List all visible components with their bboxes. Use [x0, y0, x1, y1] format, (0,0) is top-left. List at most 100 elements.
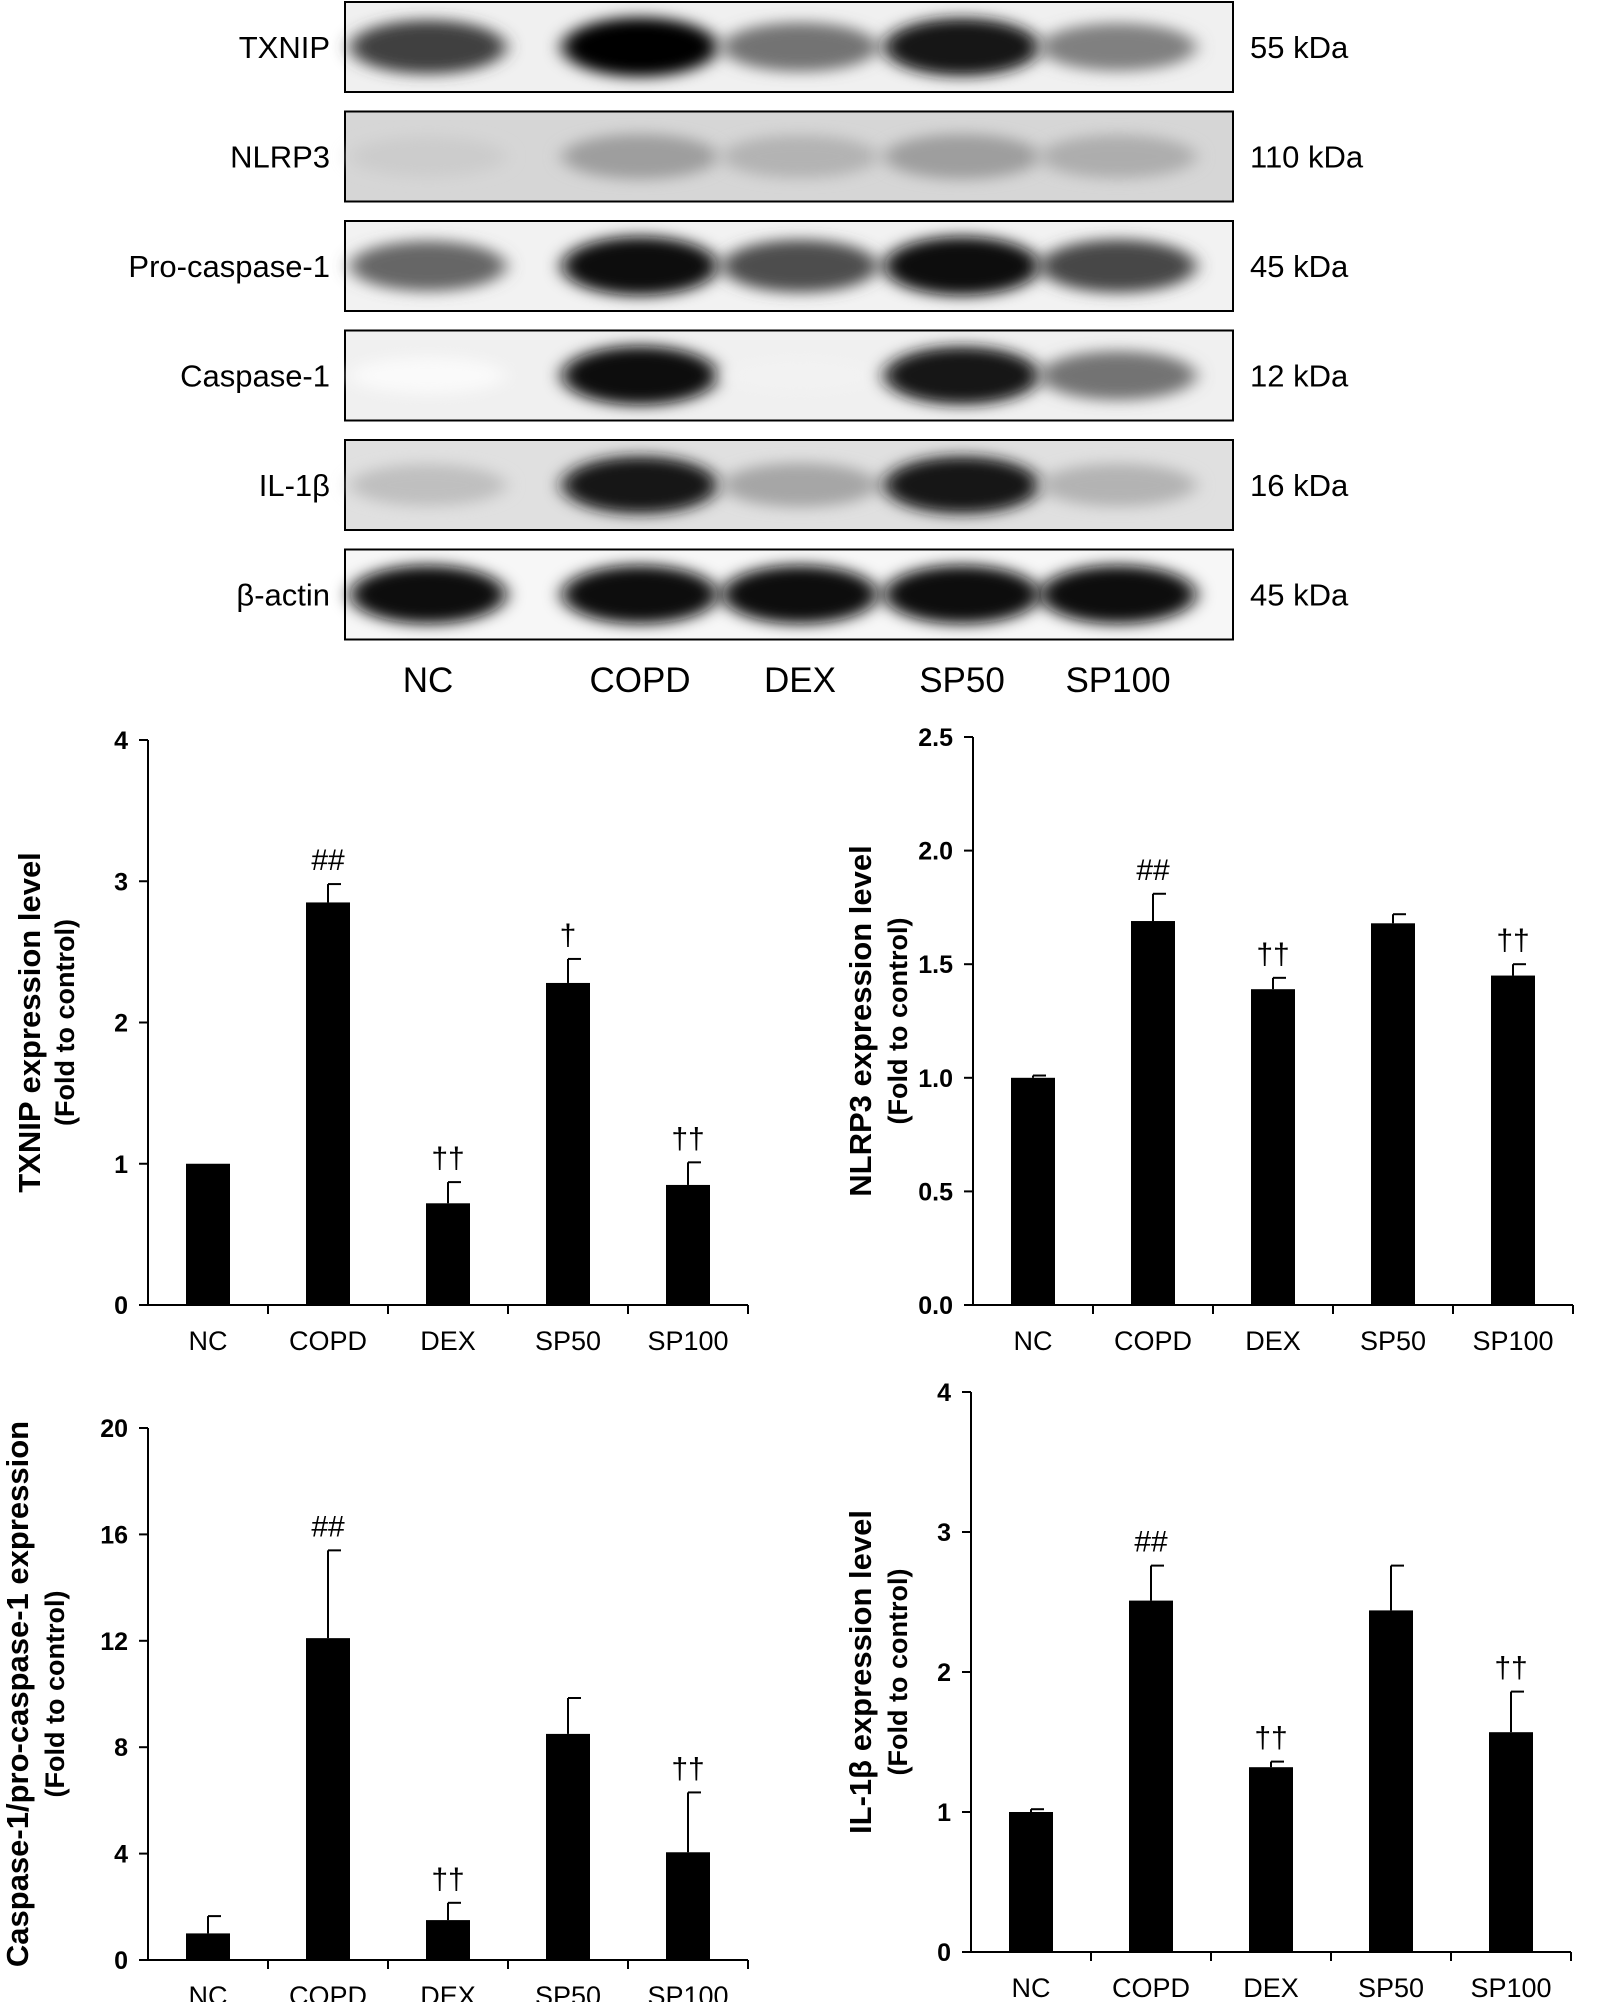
- blot-row-4: IL-1β 16 kDa: [259, 439, 1349, 531]
- significance-marker: †: [560, 919, 577, 952]
- blot-protein-label: IL-1β: [259, 468, 330, 503]
- bar-copd: [1131, 921, 1175, 1305]
- bar-copd: [1129, 1600, 1173, 1952]
- blot-row-5: β-actin 45 kDa: [236, 548, 1349, 641]
- x-tick-label: SP50: [1358, 1973, 1424, 2002]
- bar-sp100: [666, 1852, 710, 1960]
- x-tick-label: SP100: [647, 1981, 728, 2002]
- bar-dex: [426, 1920, 470, 1960]
- blot-lane-label: DEX: [764, 661, 836, 700]
- blot-band: [350, 464, 506, 506]
- blot-protein-label: Caspase-1: [180, 359, 330, 394]
- x-tick-label: NC: [1014, 1326, 1053, 1356]
- x-tick-label: COPD: [1112, 1973, 1190, 2002]
- x-tick-label: DEX: [420, 1326, 476, 1356]
- blot-band: [562, 565, 718, 624]
- blot-protein-label: NLRP3: [230, 140, 330, 175]
- western-blot-panel: TXNIP 55 kDa NLRP3 110 kDa Pro-caspase-1 45 k…: [128, 1, 1364, 700]
- y-tick-label: 2: [937, 1659, 951, 1687]
- blot-size-label: 110 kDa: [1250, 140, 1364, 175]
- y-tick-label: 3: [114, 868, 128, 896]
- y-tick-label: 0.5: [918, 1178, 953, 1206]
- x-tick-label: NC: [189, 1981, 228, 2002]
- blot-protein-label: TXNIP: [239, 30, 330, 65]
- blot-band: [1040, 350, 1196, 401]
- y-tick-label: 20: [100, 1415, 128, 1443]
- y-tick-label: 1: [937, 1799, 951, 1827]
- x-tick-label: SP100: [1470, 1973, 1551, 2002]
- blot-band: [884, 17, 1040, 77]
- il1b-bar-chart: 0 1 2 3 4 NC ## COPD †† DEX SP50 †† SP100 IL-1β expre…: [843, 1380, 1572, 2002]
- bar-dex: [1251, 989, 1295, 1305]
- blot-band: [562, 236, 718, 296]
- x-tick-label: COPD: [289, 1981, 367, 2002]
- bar-sp50: [1371, 923, 1415, 1305]
- x-tick-label: NC: [189, 1326, 228, 1356]
- bar-sp50: [546, 982, 590, 1305]
- nlrp3-bar-chart: 0.0 0.5 1.0 1.5 2.0 2.5 NC ## COPD †† DEX SP50 †† SP1…: [843, 724, 1574, 1356]
- significance-marker: ##: [1136, 854, 1170, 887]
- blot-size-label: 16 kDa: [1250, 468, 1349, 503]
- bar-nc: [1011, 1077, 1055, 1305]
- y-tick-label: 0: [114, 1292, 128, 1320]
- significance-marker: ##: [311, 844, 345, 877]
- bar-copd: [306, 902, 350, 1305]
- significance-marker: ††: [671, 1752, 704, 1785]
- y-tick-label: 2: [114, 1010, 128, 1038]
- blot-band: [722, 462, 878, 508]
- blot-band: [562, 17, 718, 77]
- y-tick-label: 1.0: [918, 1065, 953, 1093]
- blot-band: [722, 22, 878, 72]
- blot-band: [884, 565, 1040, 624]
- y-tick-label: 12: [100, 1628, 128, 1656]
- blot-band: [884, 456, 1040, 514]
- blot-band: [350, 20, 506, 74]
- bar-dex: [1249, 1767, 1293, 1952]
- blot-band: [350, 240, 506, 292]
- y-axis-label: TXNIP expression level: [12, 852, 47, 1193]
- x-tick-label: SP100: [1472, 1326, 1553, 1356]
- blot-band: [722, 239, 878, 293]
- bar-dex: [426, 1203, 470, 1305]
- x-tick-label: SP100: [647, 1326, 728, 1356]
- y-tick-label: 4: [114, 1841, 128, 1869]
- blot-size-label: 45 kDa: [1250, 249, 1349, 284]
- txnip-bar-chart: 0 1 2 3 4 NC ## COPD †† DEX † SP50 †† SP100 TXNIP expr…: [12, 727, 749, 1356]
- bar-nc: [1009, 1812, 1053, 1952]
- bar-sp100: [666, 1184, 710, 1305]
- bar-sp50: [546, 1733, 590, 1960]
- blot-row-3: Caspase-1 12 kDa: [180, 329, 1349, 422]
- blot-lane-label: COPD: [589, 661, 690, 700]
- bar-sp50: [1369, 1610, 1413, 1952]
- x-tick-label: COPD: [1114, 1326, 1192, 1356]
- blot-lane-label: SP100: [1065, 661, 1170, 700]
- blot-band: [562, 456, 718, 514]
- blot-row-2: Pro-caspase-1 45 kDa: [128, 220, 1349, 312]
- x-tick-label: SP50: [535, 1326, 601, 1356]
- y-tick-label: 4: [937, 1380, 951, 1407]
- significance-marker: ††: [1494, 1652, 1527, 1685]
- y-axis-sublabel: (Fold to control): [40, 1591, 70, 1798]
- y-axis-sublabel: (Fold to control): [50, 919, 80, 1126]
- y-tick-label: 4: [114, 727, 128, 755]
- blot-band: [350, 136, 506, 177]
- x-tick-label: SP50: [1360, 1326, 1426, 1356]
- x-tick-label: DEX: [420, 1981, 476, 2002]
- caspase1-ratio-bar-chart: 0 4 8 12 16 20 NC ## COPD †† DEX SP50 †† SP100 Caspase…: [0, 1415, 749, 2002]
- blot-protein-label: β-actin: [236, 578, 330, 613]
- y-axis-label: Caspase-1/pro-caspase-1 expression: [0, 1421, 35, 1967]
- x-tick-label: DEX: [1243, 1973, 1299, 2002]
- bar-nc: [186, 1933, 230, 1960]
- x-tick-label: NC: [1012, 1973, 1051, 2002]
- y-tick-label: 0.0: [918, 1292, 953, 1320]
- blot-lane-label: NC: [403, 661, 454, 700]
- y-tick-label: 16: [100, 1521, 128, 1549]
- y-tick-label: 8: [114, 1734, 128, 1762]
- blot-band: [884, 346, 1040, 405]
- y-tick-label: 0: [114, 1947, 128, 1975]
- bar-sp100: [1491, 975, 1535, 1305]
- blot-size-label: 55 kDa: [1250, 30, 1349, 65]
- blot-band: [722, 134, 878, 179]
- significance-marker: ††: [1496, 924, 1529, 957]
- y-tick-label: 0: [937, 1939, 951, 1967]
